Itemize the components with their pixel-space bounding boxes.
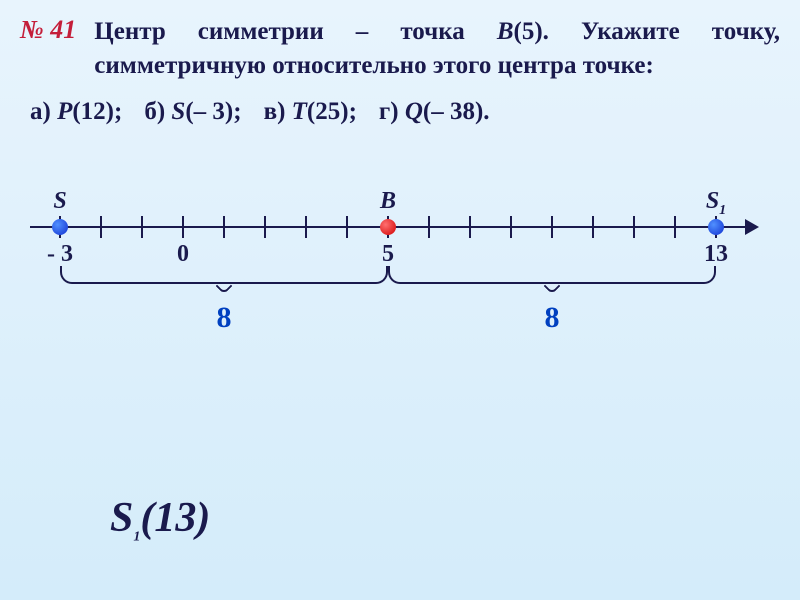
tick: [551, 216, 553, 238]
tick: [100, 216, 102, 238]
tick: [469, 216, 471, 238]
brace-label: 8: [217, 301, 232, 335]
tick: [223, 216, 225, 238]
point-label: S: [53, 188, 66, 215]
tick: [264, 216, 266, 238]
brace-label: 8: [545, 301, 560, 335]
brace: [388, 266, 716, 284]
problem-number: № 41: [20, 15, 76, 45]
brace: [60, 266, 388, 284]
point-B: [380, 219, 396, 235]
point-label: S1: [706, 188, 726, 219]
answer: S1(13): [110, 494, 210, 545]
problem-header: № 41 Центр симметрии – точка B(5). Укажи…: [0, 0, 800, 88]
tick: [674, 216, 676, 238]
tick-label: 0: [177, 241, 189, 268]
problem-text: Центр симметрии – точка B(5). Укажите то…: [94, 15, 780, 83]
tick: [182, 216, 184, 238]
option-d: г) Q(– 38).: [379, 98, 490, 126]
numberline-diagram: 0 S - 3 B 5 S1 13 8 8: [20, 166, 780, 346]
text-point-B: B: [497, 18, 514, 45]
option-a: а) P(12);: [30, 98, 122, 126]
point-label: B: [380, 188, 396, 215]
option-b: б) S(– 3);: [144, 98, 241, 126]
tick: [592, 216, 594, 238]
tick: [510, 216, 512, 238]
axis-arrow-icon: [745, 219, 759, 235]
options-row: а) P(12); б) S(– 3); в) T(25); г) Q(– 38…: [0, 88, 800, 136]
point-S1: [708, 219, 724, 235]
tick: [141, 216, 143, 238]
option-c: в) T(25);: [264, 98, 357, 126]
tick: [428, 216, 430, 238]
point-S: [52, 219, 68, 235]
tick: [346, 216, 348, 238]
text-part-1: Центр симметрии – точка: [94, 18, 497, 45]
value-label: - 3: [47, 241, 73, 268]
value-label: 5: [382, 241, 394, 268]
value-label: 13: [704, 241, 728, 268]
tick: [633, 216, 635, 238]
tick: [305, 216, 307, 238]
